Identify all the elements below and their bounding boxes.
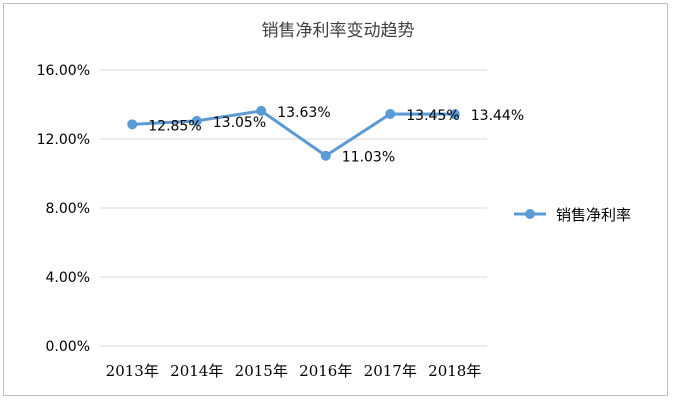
x-tick-label: 2017年 xyxy=(364,362,417,380)
data-label: 13.44% xyxy=(471,108,524,124)
gridlines xyxy=(100,69,487,347)
series-line-group xyxy=(127,105,460,161)
data-label: 13.63% xyxy=(277,105,330,121)
data-point xyxy=(320,150,331,161)
chart-frame xyxy=(3,3,668,396)
series-line xyxy=(132,109,455,158)
x-tick-label: 2016年 xyxy=(299,362,352,380)
y-tick-label: 16.00% xyxy=(37,63,90,79)
data-label: 13.45% xyxy=(406,108,459,124)
x-tick-label: 2015年 xyxy=(235,362,288,380)
y-tick-label: 12.00% xyxy=(37,132,90,148)
legend-marker xyxy=(525,209,535,219)
data-point xyxy=(256,105,267,116)
legend: 销售净利率 xyxy=(514,206,631,224)
data-point xyxy=(449,109,460,120)
data-point xyxy=(191,115,202,126)
x-tick-label: 2014年 xyxy=(170,362,223,380)
data-point xyxy=(385,108,396,119)
legend-label: 销售净利率 xyxy=(556,206,631,224)
data-label: 13.05% xyxy=(213,115,266,131)
y-axis-ticks: 0.00% 4.00% 8.00% 12.00% 16.00% xyxy=(37,63,90,355)
y-tick-label: 0.00% xyxy=(46,339,90,355)
data-labels: 12.85% 13.05% 13.63% 11.03% 13.45% 13.44% xyxy=(148,105,524,166)
data-label: 12.85% xyxy=(148,118,201,134)
data-point xyxy=(127,119,138,130)
x-tick-label: 2018年 xyxy=(428,362,481,380)
y-tick-label: 8.00% xyxy=(46,201,90,217)
y-tick-label: 4.00% xyxy=(46,270,90,286)
x-tick-label: 2013年 xyxy=(106,362,159,380)
chart-title: 销售净利率变动趋势 xyxy=(262,21,415,41)
data-label: 11.03% xyxy=(342,150,395,166)
x-axis-ticks: 2013年 2014年 2015年 2016年 2017年 2018年 xyxy=(106,362,482,380)
